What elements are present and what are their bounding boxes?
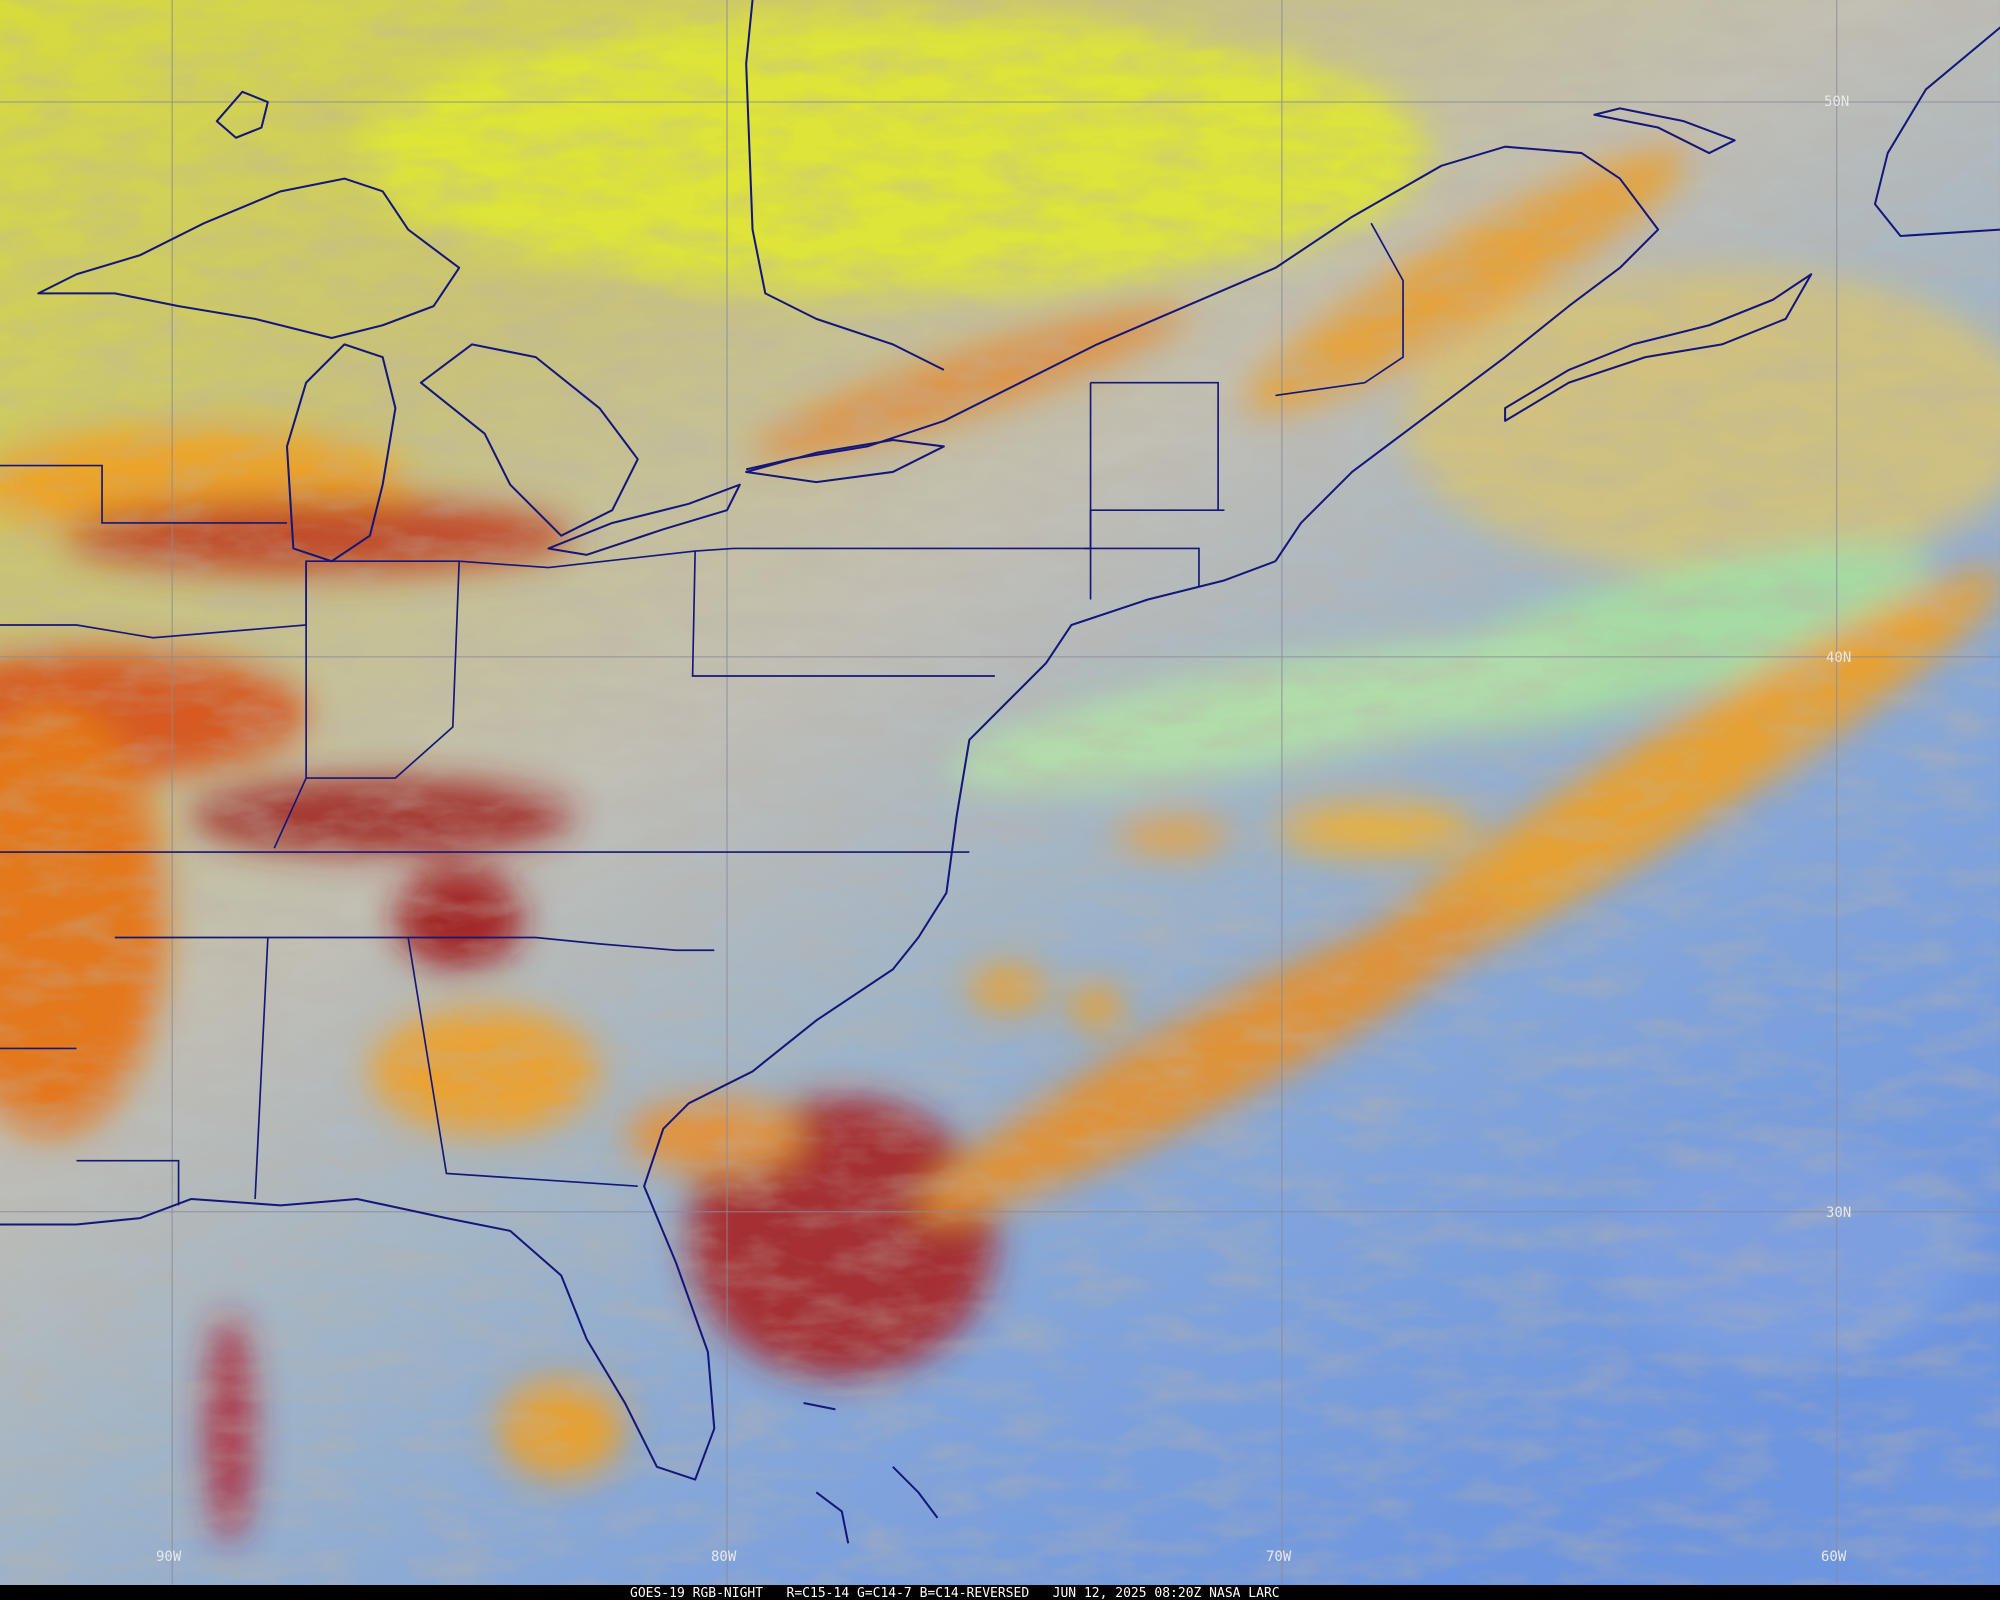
longitude-label: 80W: [711, 1549, 737, 1565]
longitude-label: 60W: [1821, 1549, 1847, 1565]
latitude-label: 40N: [1826, 650, 1851, 666]
longitude-label: 70W: [1266, 1549, 1292, 1565]
footer-caption: GOES-19 RGB-NIGHT R=C15-14 G=C14-7 B=C14…: [630, 1586, 1280, 1600]
longitude-label: 90W: [156, 1549, 182, 1565]
footer-bar: [0, 1585, 2000, 1600]
latitude-label: 50N: [1824, 94, 1849, 110]
latitude-label: 30N: [1826, 1205, 1851, 1221]
